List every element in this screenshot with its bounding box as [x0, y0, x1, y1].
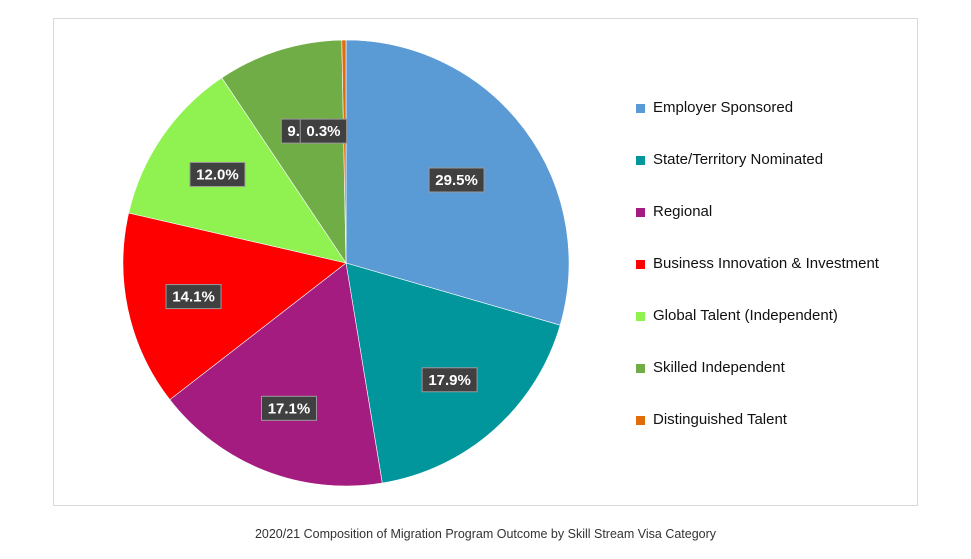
svg-text:0.3%: 0.3%: [306, 123, 340, 140]
legend-label: State/Territory Nominated: [653, 151, 824, 168]
legend-swatch: [636, 364, 645, 373]
pie-chart: 29.5%17.9%17.1%14.1%12.0%9.1%0.3%: [122, 39, 570, 487]
pie-slice-regional: [169, 262, 383, 487]
legend-label: Regional: [653, 203, 713, 220]
legend-label: Business Innovation & Investment: [653, 255, 879, 272]
svg-text:17.9%: 17.9%: [428, 372, 471, 389]
legend-swatch: [636, 416, 645, 425]
svg-text:12.0%: 12.0%: [196, 166, 239, 183]
legend: Employer Sponsored State/Territory Nomina…: [636, 99, 879, 463]
pie-slice-distinguished-talent: [341, 39, 347, 264]
legend-swatch: [636, 312, 645, 321]
legend-swatch: [636, 104, 645, 113]
legend-item-business-innovation-investment: Business Innovation & Investment: [636, 255, 879, 307]
pie-slices: [122, 39, 570, 487]
legend-label: Distinguished Talent: [653, 411, 787, 428]
legend-item-state-territory-nominated: State/Territory Nominated: [636, 151, 879, 203]
legend-item-global-talent-independent: Global Talent (Independent): [636, 307, 879, 359]
data-label-distinguished-talent: 0.3%: [299, 118, 348, 144]
legend-swatch: [636, 208, 645, 217]
legend-swatch: [636, 156, 645, 165]
legend-label: Global Talent (Independent): [653, 307, 838, 324]
legend-item-skilled-independent: Skilled Independent: [636, 359, 879, 411]
pie-data-labels: 29.5%17.9%17.1%14.1%12.0%9.1%0.3%: [165, 118, 485, 421]
pie-slice-skilled-independent: [221, 39, 347, 265]
legend-item-distinguished-talent: Distinguished Talent: [636, 411, 879, 463]
svg-text:14.1%: 14.1%: [172, 289, 215, 306]
svg-text:17.1%: 17.1%: [268, 400, 311, 417]
chart-frame: 29.5%17.9%17.1%14.1%12.0%9.1%0.3% Employ…: [53, 18, 918, 506]
legend-label: Skilled Independent: [653, 359, 785, 376]
svg-text:29.5%: 29.5%: [435, 172, 478, 189]
legend-swatch: [636, 260, 645, 269]
data-label-employer-sponsored: 29.5%: [428, 167, 485, 193]
legend-item-employer-sponsored: Employer Sponsored: [636, 99, 879, 151]
data-label-global-talent-independent: 12.0%: [189, 161, 246, 187]
data-label-business-innovation-investment: 14.1%: [165, 284, 222, 310]
data-label-regional: 17.1%: [260, 395, 317, 421]
legend-label: Employer Sponsored: [653, 99, 794, 116]
figure-caption: 2020/21 Composition of Migration Program…: [254, 527, 717, 541]
data-label-state-territory-nominated: 17.9%: [421, 367, 478, 393]
pie-slice-business-innovation-investment: [122, 212, 347, 401]
legend-item-regional: Regional: [636, 203, 879, 255]
